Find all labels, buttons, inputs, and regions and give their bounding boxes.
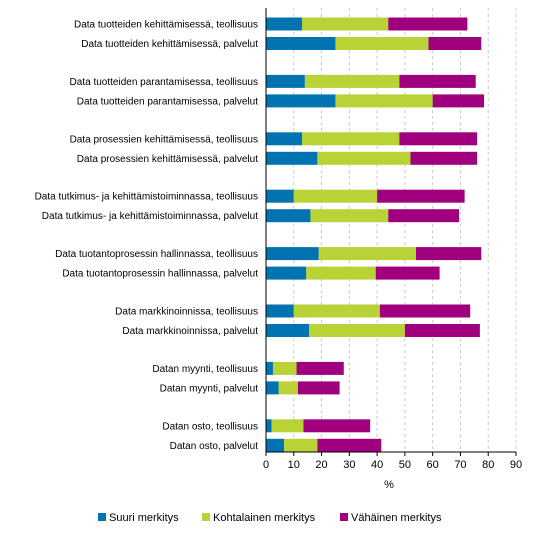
bar-10-series-0 [266,304,294,318]
category-label-4: Data prosessien kehittämisessä, teollisu… [70,134,258,145]
category-label-7: Data tutkimus- ja kehittämistoiminnassa,… [42,211,258,222]
bar-11-series-0 [266,324,310,337]
x-tick-label-10: 10 [288,459,300,471]
bar-6-series-2 [377,189,465,203]
bar-2-series-0 [266,74,305,88]
legend: Suuri merkitys Kohtalainen merkitys Vähäin… [98,512,442,524]
bar-2-series-2 [399,74,476,88]
bar-8-series-0 [266,247,319,261]
bar-1-series-0 [266,37,336,50]
x-tick-label-90: 90 [510,459,522,471]
bar-10-series-2 [379,304,471,318]
x-axis-title: % [384,479,394,491]
bar-8-series-2 [416,247,482,261]
bar-9-series-2 [375,266,440,280]
bar-0-series-0 [266,17,303,31]
bar-4-series-2 [399,132,478,146]
bar-4-series-1 [302,132,400,146]
category-label-13: Datan myynti, palvelut [160,383,259,394]
bar-15-series-2 [317,438,382,452]
x-axis: 0 10 20 30 40 50 60 70 80 90 [263,8,522,471]
bar-12-series-0 [266,361,273,375]
bar-3-series-2 [432,94,485,108]
legend-swatch-1 [202,513,210,521]
x-tick-label-20: 20 [315,459,327,471]
legend-swatch-0 [98,513,106,521]
category-label-9: Data tuotantoprosessin hallinnassa, palv… [62,269,258,280]
bar-5-series-2 [410,151,478,165]
category-label-12: Datan myynti, teollisuus [152,364,258,375]
category-label-0: Data tuotteiden kehittämisessä, teollisu… [74,20,258,31]
legend-swatch-2 [340,513,348,521]
bar-7-series-2 [388,209,460,223]
bar-5-series-0 [266,151,318,165]
bar-0-series-2 [388,17,468,31]
bar-12-series-1 [272,361,297,375]
bar-11-series-2 [404,324,480,337]
bar-4-series-0 [266,132,303,146]
bar-13-series-0 [266,381,279,395]
category-label-8: Data tuotantoprosessin hallinnassa, teol… [55,249,258,260]
legend-label-2: Vähäinen merkitys [351,512,442,524]
category-labels: Data tuotteiden kehittämisessä, teollisu… [35,20,259,452]
category-label-5: Data prosessien kehittämisessä, palvelut [77,154,258,165]
category-label-10: Data markkinoinnissa, teollisuus [115,307,258,318]
bar-2-series-1 [304,74,400,88]
x-tick-label-70: 70 [454,459,466,471]
bar-3-series-1 [335,94,433,108]
legend-label-1: Kohtalainen merkitys [213,512,316,524]
category-label-6: Data tutkimus- ja kehittämistoiminnassa,… [35,192,258,203]
x-tick-label-80: 80 [482,459,494,471]
x-tick-label-0: 0 [263,459,269,471]
bar-9-series-1 [306,266,376,280]
bar-7-series-1 [310,209,389,223]
bar-6-series-0 [266,189,294,203]
bar-10-series-1 [293,304,380,318]
bar-14-series-2 [303,419,371,433]
category-label-15: Datan osto, palvelut [170,441,259,452]
category-label-1: Data tuotteiden kehittämisessä, palvelut [81,39,258,50]
bar-7-series-0 [266,209,311,223]
bar-13-series-1 [278,381,298,395]
bar-9-series-0 [266,266,307,280]
x-tick-label-30: 30 [343,459,355,471]
bar-6-series-1 [293,189,378,203]
bar-1-series-2 [428,37,482,50]
bar-1-series-1 [335,37,429,50]
category-label-14: Datan osto, teollisuus [162,421,258,432]
bar-8-series-1 [318,247,416,261]
bar-0-series-1 [302,17,389,31]
bar-11-series-1 [309,324,405,337]
bar-15-series-0 [266,438,285,452]
bar-3-series-0 [266,94,336,108]
category-label-2: Data tuotteiden parantamisessa, teollisu… [70,77,258,88]
bar-14-series-0 [266,419,272,433]
category-label-3: Data tuotteiden parantamisessa, palvelut [77,96,258,107]
x-tick-label-50: 50 [399,459,411,471]
x-tick-label-60: 60 [427,459,439,471]
bar-14-series-1 [271,419,304,433]
bar-15-series-1 [284,438,318,452]
bar-5-series-1 [317,151,411,165]
bar-13-series-2 [297,381,340,395]
legend-label-0: Suuri merkitys [109,512,179,524]
bar-layer [266,17,485,452]
bar-12-series-2 [296,361,344,375]
category-label-11: Data markkinoinnissa, palvelut [122,326,258,337]
x-tick-label-40: 40 [371,459,383,471]
